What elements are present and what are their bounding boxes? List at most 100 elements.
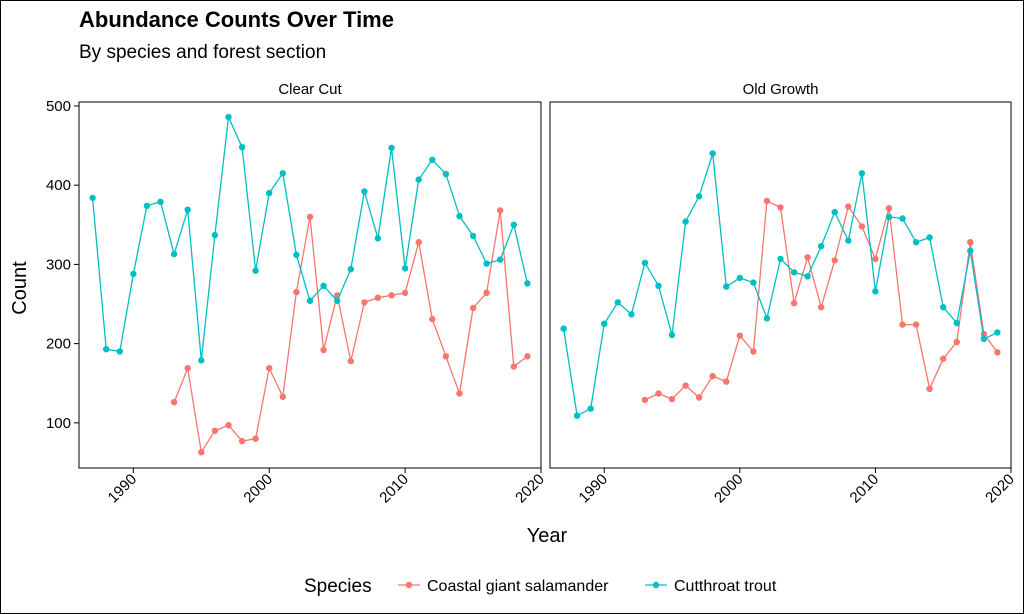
- x-tick-label: 2010: [847, 471, 883, 507]
- data-point: [777, 204, 784, 211]
- data-point: [682, 218, 689, 225]
- series-coastal-giant-salamander: [170, 207, 531, 456]
- series-line: [173, 209, 528, 453]
- y-tick-label: 500: [46, 98, 71, 115]
- data-point: [442, 353, 450, 360]
- x-tick-label: 2000: [711, 471, 747, 507]
- data-point: [858, 223, 866, 230]
- data-point: [103, 346, 110, 353]
- series-line: [91, 116, 529, 361]
- legend: Species Coastal giant salamander Cutthro…: [304, 576, 777, 597]
- data-point: [456, 390, 463, 397]
- data-point: [668, 395, 676, 403]
- data-point: [818, 304, 825, 311]
- data-point: [926, 234, 933, 241]
- data-point: [469, 232, 477, 240]
- data-point: [736, 274, 743, 282]
- legend-key-point: [405, 581, 413, 589]
- data-point: [401, 289, 409, 297]
- data-point: [940, 355, 947, 362]
- data-point: [320, 282, 327, 289]
- data-point: [89, 194, 96, 202]
- series-coastal-giant-salamander: [641, 197, 1001, 404]
- legend-key-salamander: [398, 581, 420, 589]
- data-point: [750, 279, 757, 286]
- data-point: [641, 259, 649, 266]
- chart-subtitle: By species and forest section: [79, 42, 326, 63]
- data-point: [211, 427, 219, 434]
- data-point: [899, 321, 906, 328]
- data-point: [334, 297, 341, 304]
- data-point: [940, 304, 947, 311]
- panel-border: [549, 101, 1012, 469]
- data-point: [994, 329, 1001, 336]
- panel-old-growth: Old Growth 1990 2000 2010 2020: [549, 81, 1018, 507]
- data-point: [225, 422, 232, 429]
- data-point: [668, 331, 676, 339]
- data-point: [184, 206, 191, 213]
- series-cutthroat-trout: [89, 113, 531, 364]
- data-point: [293, 251, 300, 259]
- y-axis-title: Count: [9, 261, 31, 315]
- legend-title: Species: [304, 576, 372, 597]
- data-point: [442, 170, 450, 178]
- data-point: [198, 357, 205, 364]
- data-point: [858, 170, 866, 177]
- panel-border: [78, 101, 542, 469]
- data-point: [994, 349, 1001, 356]
- x-tick-label: 2020: [512, 471, 548, 507]
- data-point: [723, 378, 730, 385]
- data-point: [238, 144, 246, 151]
- data-point: [429, 315, 436, 323]
- data-point: [157, 198, 164, 205]
- data-point: [641, 396, 649, 404]
- x-tick-label: 1990: [575, 471, 611, 507]
- data-point: [967, 239, 974, 246]
- data-point: [777, 255, 784, 263]
- data-point: [560, 325, 567, 332]
- data-point: [790, 300, 798, 307]
- data-point: [967, 247, 974, 255]
- data-point: [266, 189, 273, 197]
- data-point: [306, 213, 314, 221]
- data-point: [170, 250, 178, 258]
- data-point: [587, 405, 594, 412]
- data-point: [320, 346, 327, 354]
- data-point: [804, 254, 811, 261]
- legend-label-trout: Cutthroat trout: [674, 578, 777, 595]
- facet-panels: Clear Cut 100 200 300 400 500 1990 2000 2010 2020…: [46, 81, 1018, 506]
- data-point: [750, 348, 757, 355]
- x-tick-label: 2010: [376, 471, 412, 507]
- data-point: [628, 311, 635, 318]
- data-point: [912, 239, 920, 246]
- data-point: [266, 365, 273, 372]
- data-point: [953, 338, 960, 346]
- data-point: [116, 348, 124, 355]
- data-point: [763, 197, 771, 205]
- data-point: [143, 202, 151, 209]
- data-point: [415, 239, 422, 246]
- data-point: [510, 221, 517, 228]
- data-point: [347, 357, 354, 365]
- legend-label-salamander: Coastal giant salamander: [427, 578, 609, 595]
- x-tick-label: 2000: [240, 471, 276, 507]
- data-point: [483, 260, 490, 267]
- data-point: [279, 393, 286, 400]
- panel-clear-cut: Clear Cut 100 200 300 400 500 1990 2000 2010 2020: [46, 81, 548, 506]
- data-point: [682, 382, 689, 389]
- data-point: [885, 205, 893, 212]
- data-point: [510, 363, 517, 370]
- data-point: [926, 385, 933, 392]
- data-point: [709, 372, 716, 380]
- data-point: [790, 269, 798, 276]
- data-point: [709, 150, 716, 157]
- data-point: [211, 231, 219, 239]
- data-point: [845, 203, 852, 210]
- data-point: [388, 292, 395, 299]
- data-point: [872, 255, 879, 263]
- data-point: [573, 412, 581, 419]
- data-point: [804, 273, 811, 280]
- data-point: [306, 297, 314, 304]
- data-point: [845, 237, 852, 244]
